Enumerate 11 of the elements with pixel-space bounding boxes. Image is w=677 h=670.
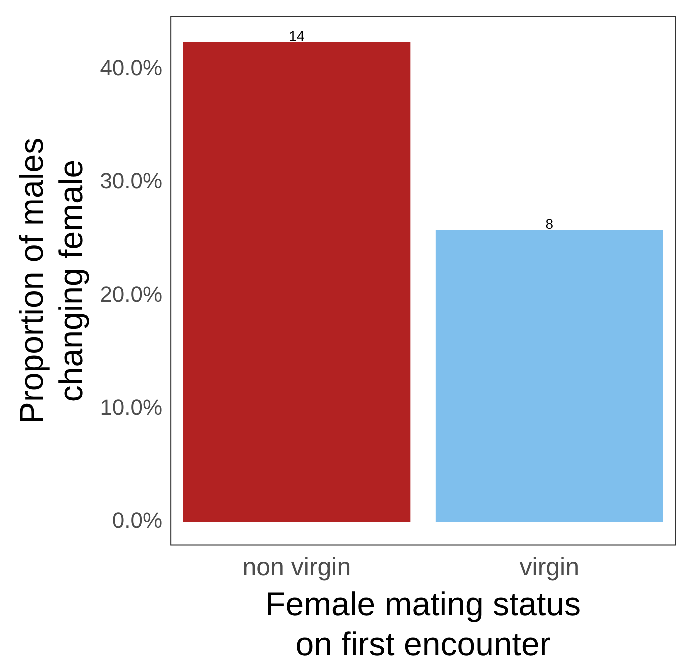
y-axis-title: Proportion of males changing female bbox=[12, 138, 90, 424]
x-axis-title: Female mating status on first encounter bbox=[266, 586, 582, 662]
y-tick-label: 0.0% bbox=[112, 508, 163, 534]
annotation: 8 bbox=[546, 216, 554, 232]
y-tick-label: 10.0% bbox=[100, 394, 163, 420]
x-tick-label: non virgin bbox=[242, 554, 352, 582]
y-tick-label: 40.0% bbox=[100, 55, 163, 80]
x-tick-label: virgin bbox=[520, 554, 580, 582]
y-tick-label: 30.0% bbox=[100, 168, 163, 194]
annotation: 14 bbox=[289, 28, 305, 44]
y-tick-label: 20.0% bbox=[100, 282, 163, 307]
